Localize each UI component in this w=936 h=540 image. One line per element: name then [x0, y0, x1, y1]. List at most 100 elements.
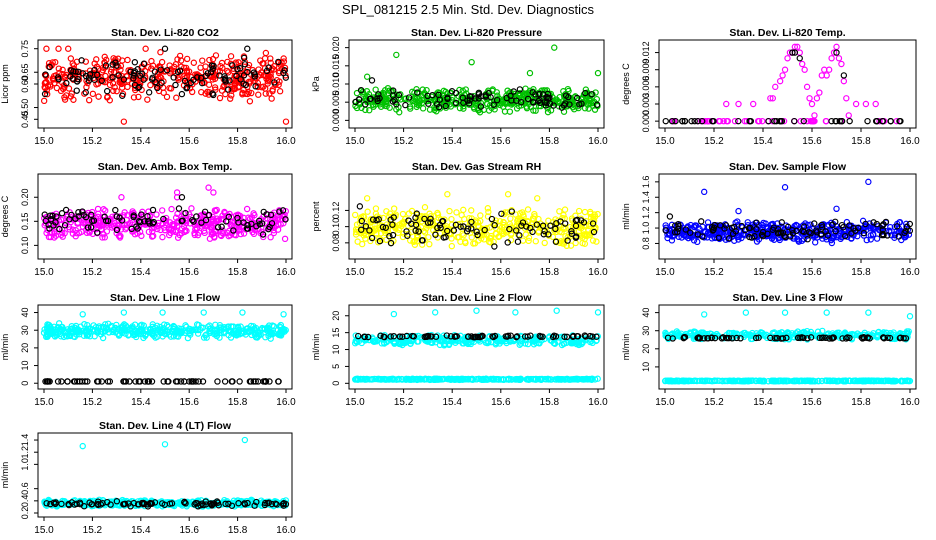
data-point — [564, 85, 572, 93]
data-point — [210, 189, 217, 196]
data-point — [85, 77, 93, 84]
data-point — [236, 226, 243, 233]
data-point — [101, 53, 108, 61]
data-point — [378, 91, 385, 98]
data-point — [485, 238, 493, 246]
data-point — [269, 86, 276, 93]
data-point — [807, 334, 815, 341]
data-point — [234, 211, 242, 218]
data-point — [507, 215, 514, 222]
data-point — [178, 63, 185, 70]
data-point — [135, 93, 142, 101]
data-point — [100, 206, 107, 213]
data-point — [501, 108, 509, 115]
data-point — [854, 232, 861, 240]
data-point — [367, 216, 374, 224]
chart-title: Stan. Dev. Gas Stream RH — [412, 161, 541, 173]
data-point — [687, 221, 694, 229]
data-point — [836, 334, 843, 341]
data-point — [268, 95, 275, 102]
data-point — [174, 234, 182, 241]
y-axis-label: percent — [311, 201, 321, 232]
data-point — [404, 232, 411, 239]
x-tick-label: 15.6 — [179, 525, 199, 536]
data-point — [431, 309, 439, 316]
data-point — [799, 60, 806, 68]
data-point — [361, 376, 369, 383]
data-point — [803, 83, 811, 91]
data-point — [161, 45, 169, 52]
data-point — [270, 66, 278, 73]
data-point — [252, 330, 260, 337]
data-point — [866, 335, 873, 342]
x-tick-label: 16.0 — [900, 397, 920, 408]
data-point — [418, 241, 426, 248]
data-point — [106, 81, 114, 89]
data-point — [567, 242, 575, 249]
data-point — [123, 221, 131, 228]
data-point — [229, 62, 236, 69]
data-point — [568, 228, 575, 235]
data-point — [147, 81, 154, 89]
data-point — [109, 213, 116, 220]
y-tick-label: 0.009 — [641, 58, 651, 81]
data-point — [557, 376, 565, 383]
data-point — [82, 58, 89, 65]
data-point — [493, 96, 501, 104]
data-point — [536, 99, 544, 107]
data-point — [412, 214, 419, 221]
data-point — [687, 229, 694, 236]
x-tick-label: 15.6 — [179, 136, 199, 147]
data-point — [440, 332, 447, 339]
x-tick-label: 15.0 — [345, 267, 365, 278]
data-point — [895, 233, 902, 240]
data-point — [589, 102, 597, 109]
data-point — [209, 90, 216, 97]
data-point — [427, 333, 434, 340]
data-point — [429, 376, 437, 383]
y-tick-label: 20 — [20, 343, 30, 353]
x-tick-label: 15.0 — [655, 267, 675, 278]
data-point — [695, 334, 702, 341]
data-point — [803, 327, 811, 335]
data-point — [355, 96, 363, 103]
data-point — [870, 219, 877, 226]
data-point — [489, 375, 497, 383]
y-tick-label: 1.2 — [20, 446, 30, 459]
y-axis-label: ml/min — [621, 203, 631, 230]
x-tick-label: 15.2 — [704, 397, 724, 408]
x-tick-label: 15.8 — [540, 136, 560, 147]
data-point — [60, 327, 67, 334]
y-tick-label: 1.0 — [20, 458, 30, 471]
x-tick-label: 15.0 — [655, 136, 675, 147]
data-point — [431, 106, 438, 114]
data-point — [393, 51, 400, 59]
data-point — [265, 225, 272, 233]
data-point — [468, 234, 475, 241]
data-point — [127, 68, 134, 75]
data-point — [818, 224, 826, 231]
data-point — [225, 331, 232, 339]
data-point — [835, 55, 843, 62]
data-point — [353, 221, 361, 228]
chart-title: Stan. Dev. Li-820 Pressure — [411, 27, 542, 39]
data-point — [513, 333, 520, 341]
data-point — [550, 332, 558, 339]
data-point — [59, 66, 66, 74]
data-point — [572, 234, 580, 241]
data-point — [784, 55, 791, 62]
data-point — [255, 91, 262, 98]
data-point — [243, 205, 251, 213]
data-point — [666, 213, 674, 220]
data-point — [243, 225, 251, 232]
y-tick-label: 0.08 — [331, 234, 341, 252]
data-point — [516, 86, 524, 93]
data-point — [524, 333, 531, 340]
y-tick-label: 40 — [641, 308, 651, 318]
data-point — [241, 61, 249, 68]
data-point — [234, 214, 241, 222]
data-point — [550, 102, 557, 109]
data-point — [704, 219, 712, 226]
data-point — [537, 375, 544, 383]
